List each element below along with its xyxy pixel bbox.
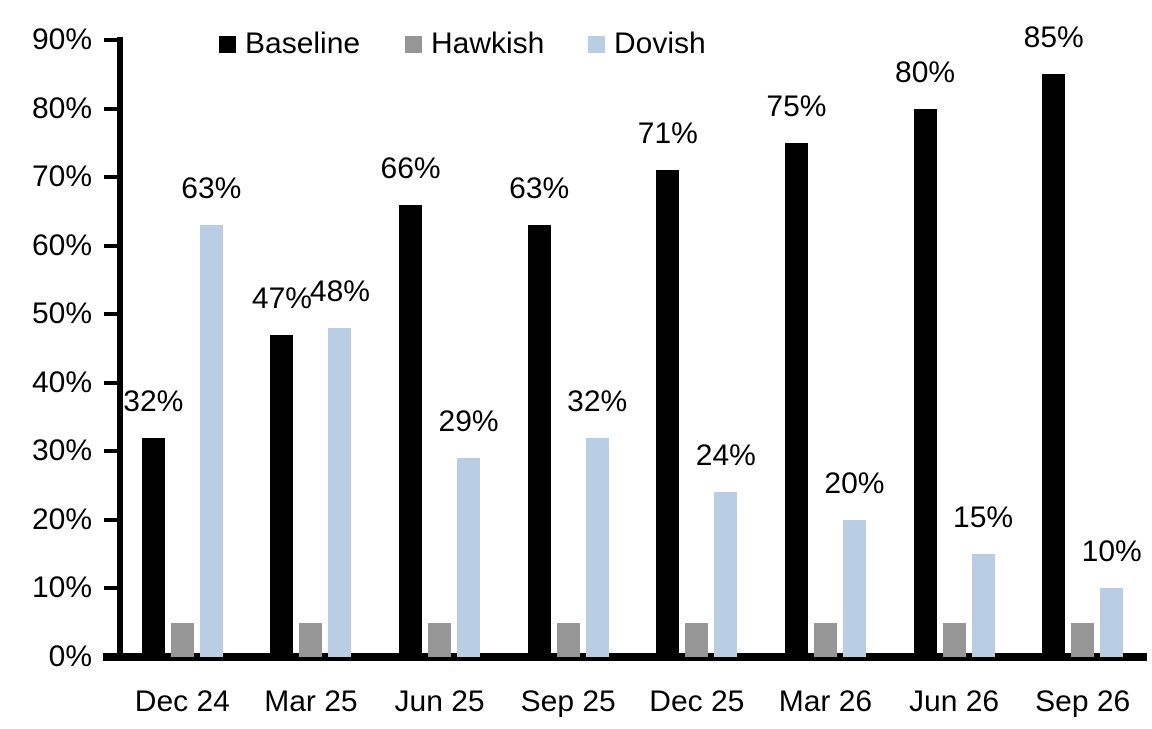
legend-swatch-dovish	[588, 35, 605, 53]
value-label-baseline-dec-25: 71%	[637, 117, 698, 151]
bar-hawkish-dec-25	[685, 622, 709, 657]
legend-label-hawkish: Hawkish	[431, 27, 545, 60]
bar-hawkish-dec-24	[170, 622, 194, 657]
bar-baseline-sep-26	[1042, 74, 1066, 657]
y-tick-label-40: 40%	[31, 365, 92, 399]
value-label-baseline-dec-24: 32%	[123, 384, 184, 418]
value-label-dovish-dec-24: 63%	[181, 172, 242, 206]
legend-label-dovish: Dovish	[614, 27, 706, 60]
legend-entry-dovish: Dovish	[588, 27, 706, 61]
bar-baseline-dec-24	[141, 437, 165, 657]
bar-dovish-jun-26	[971, 554, 995, 657]
bar-dovish-mar-26	[842, 519, 866, 657]
value-label-dovish-dec-25: 24%	[695, 439, 756, 473]
y-axis-line	[117, 37, 123, 661]
bar-baseline-dec-25	[656, 170, 680, 657]
legend-swatch-hawkish	[405, 35, 422, 53]
bar-hawkish-mar-26	[813, 622, 837, 657]
value-label-baseline-mar-25: 47%	[251, 281, 312, 315]
value-label-dovish-sep-26: 10%	[1081, 535, 1142, 569]
bar-hawkish-sep-26	[1071, 622, 1095, 657]
y-tick-mark-30	[104, 449, 119, 454]
bar-dovish-dec-24	[199, 225, 223, 657]
value-label-dovish-jun-26: 15%	[953, 501, 1014, 535]
bar-baseline-jun-26	[913, 108, 937, 657]
bar-dovish-sep-26	[1100, 588, 1124, 657]
x-category-label-dec-25: Dec 25	[649, 685, 745, 718]
bar-dovish-dec-25	[714, 492, 738, 657]
value-label-baseline-mar-26: 75%	[766, 89, 827, 123]
y-tick-label-30: 30%	[31, 434, 92, 468]
bar-hawkish-jun-25	[428, 622, 452, 657]
x-category-label-mar-25: Mar 25	[264, 685, 358, 718]
plot-area: 32% 63% 47% 48% 66% 29% 63% 32% 71% 24% 75% 20% 80% 1…	[118, 21, 1147, 657]
value-label-dovish-mar-26: 20%	[824, 466, 885, 500]
bar-baseline-sep-25	[527, 225, 551, 657]
y-tick-mark-90	[104, 38, 119, 42]
bar-dovish-sep-25	[585, 437, 609, 657]
value-label-baseline-jun-26: 80%	[895, 55, 956, 89]
y-tick-mark-10	[104, 586, 119, 591]
bar-hawkish-mar-25	[299, 622, 323, 657]
value-label-baseline-jun-25: 66%	[380, 151, 441, 185]
x-category-label-jun-26: Jun 26	[909, 685, 1000, 718]
legend-label-baseline: Baseline	[245, 27, 361, 60]
bar-baseline-mar-26	[784, 142, 808, 657]
bar-baseline-jun-25	[399, 204, 423, 657]
x-axis-line	[103, 653, 1147, 661]
bar-dovish-jun-25	[457, 458, 481, 657]
chart-legend: Baseline Hawkish Dovish	[0, 27, 1152, 61]
bar-baseline-mar-25	[270, 334, 294, 657]
bar-hawkish-sep-25	[556, 622, 580, 657]
value-label-dovish-jun-25: 29%	[438, 405, 499, 439]
legend-swatch-baseline	[219, 35, 236, 53]
legend-entry-baseline: Baseline	[219, 27, 360, 61]
y-tick-label-20: 20%	[31, 502, 92, 536]
value-label-baseline-sep-25: 63%	[509, 172, 570, 206]
x-category-label-jun-25: Jun 25	[394, 685, 485, 718]
bar-hawkish-jun-26	[942, 622, 966, 657]
y-tick-label-0: 0%	[48, 640, 92, 673]
y-tick-label-60: 60%	[31, 228, 92, 262]
x-category-label-dec-24: Dec 24	[134, 685, 230, 718]
y-tick-mark-80	[104, 106, 119, 111]
y-tick-label-70: 70%	[31, 160, 92, 194]
y-tick-mark-60	[104, 243, 119, 248]
value-label-dovish-mar-25: 48%	[309, 274, 370, 308]
y-tick-label-50: 50%	[31, 297, 92, 331]
value-label-dovish-sep-25: 32%	[567, 384, 628, 418]
y-tick-label-80: 80%	[31, 91, 92, 125]
x-category-label-sep-26: Sep 26	[1035, 685, 1131, 718]
y-tick-mark-70	[104, 175, 119, 180]
x-category-label-sep-25: Sep 25	[520, 685, 616, 718]
y-tick-mark-0	[104, 655, 119, 659]
y-tick-mark-40	[104, 380, 119, 385]
y-tick-mark-20	[104, 517, 119, 522]
legend-entry-hawkish: Hawkish	[405, 27, 544, 61]
value-label-baseline-sep-26: 85%	[1023, 21, 1084, 55]
x-category-label-mar-26: Mar 26	[778, 685, 873, 718]
y-tick-label-10: 10%	[31, 571, 92, 605]
bar-dovish-mar-25	[328, 327, 352, 657]
y-tick-mark-50	[104, 312, 119, 317]
y-tick-label-90: 90%	[31, 23, 92, 56]
